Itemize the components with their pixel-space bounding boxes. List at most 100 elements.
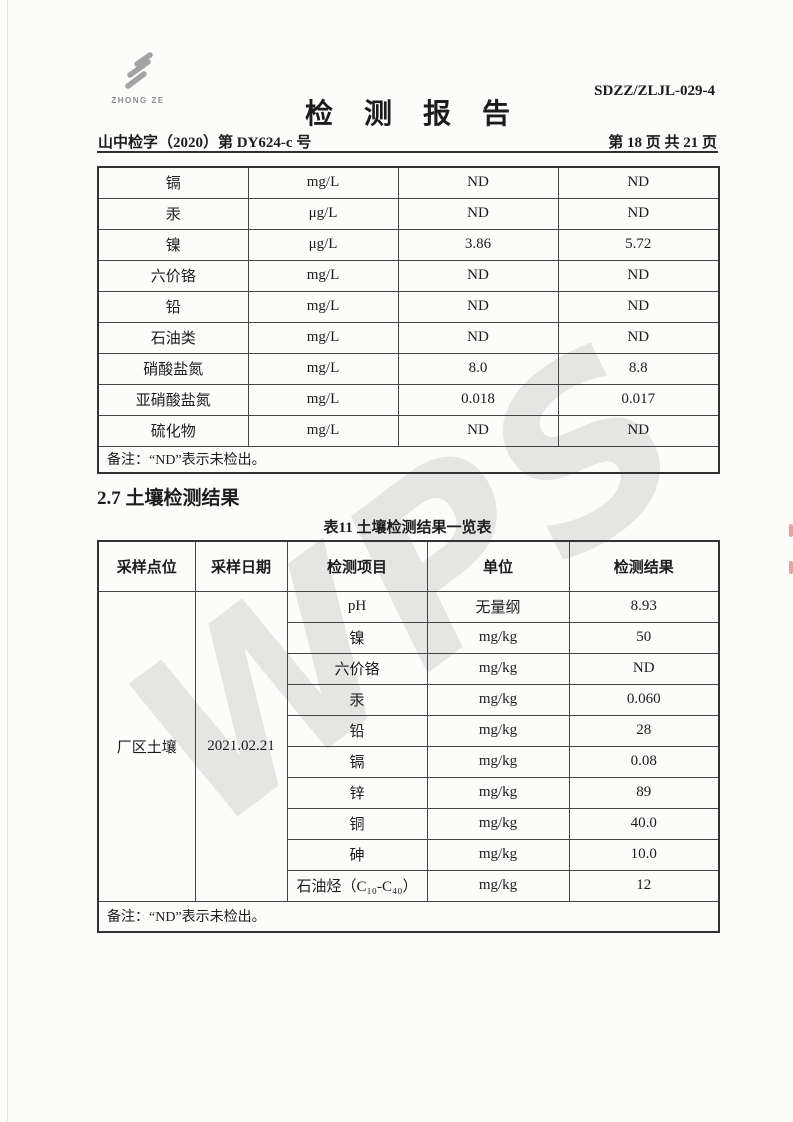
item-cell: 镍 [286,621,428,654]
item-cell: 镍 [97,228,249,261]
result-cell: ND [557,321,720,354]
table-note: 备注：“ND”表示未检出。 [97,900,720,933]
page-title: 检 测 报 告 [304,99,522,130]
item-cell: 汞 [97,197,249,230]
table-note-row: 备注：“ND”表示未检出。 [97,900,720,933]
table-note-row: 备注：“ND”表示未检出。 [97,445,720,474]
item-cell: 六价铬 [286,652,428,685]
column-header: 单位 [426,540,570,592]
unit-cell: μg/L [247,197,399,230]
unit-cell: mg/L [247,352,399,385]
table-row: 汞 mg/kg 0.060 [98,683,720,716]
unit-cell: mg/kg [426,621,570,654]
table-row: 镍 mg/kg 50 [98,621,720,654]
item-cell: 铅 [97,290,249,323]
item-cell: 锌 [286,776,428,809]
unit-cell: mg/L [247,321,399,354]
result-cell: 0.060 [568,683,720,716]
section-heading: 2.7 土壤检测结果 [97,488,240,509]
scan-artifact-red-mark [789,561,793,574]
table-note: 备注：“ND”表示未检出。 [97,445,720,474]
table-row: 硫化物 mg/L ND ND [97,414,720,447]
table-caption: 表11 土壤检测结果一览表 [323,520,492,536]
unit-cell: mg/kg [426,714,570,747]
result-cell: 3.86 [397,228,559,261]
result-cell: ND [397,197,559,230]
column-header: 采样日期 [194,540,288,592]
result-cell: 0.08 [568,745,720,778]
unit-cell: mg/kg [426,838,570,871]
table-row: 六价铬 mg/kg ND [98,652,720,685]
result-cell: 10.0 [568,838,720,871]
result-cell: 5.72 [557,228,720,261]
item-cell: 汞 [286,683,428,716]
scan-edge [7,0,8,1122]
result-cell: ND [397,321,559,354]
unit-cell: μg/L [247,228,399,261]
result-cell: 40.0 [568,807,720,840]
unit-cell: mg/kg [426,652,570,685]
item-cell: 石油类 [97,321,249,354]
sample-point-cell: 厂区土壤 [97,590,196,902]
result-cell: ND [557,166,720,199]
result-cell: ND [557,259,720,292]
result-cell: 8.93 [568,590,720,623]
result-cell: 8.0 [397,352,559,385]
result-cell: ND [557,290,720,323]
page-number-info: 第 18 页 共 21 页 [608,135,717,151]
table-row: 石油烃（C₁₀-C₄₀） mg/kg 12 [98,869,720,902]
result-cell: 8.8 [557,352,720,385]
table-row: 石油类 mg/L ND ND [97,321,720,354]
table-row: 六价铬 mg/L ND ND [97,259,720,292]
item-cell: 硝酸盐氮 [97,352,249,385]
unit-cell: mg/kg [426,807,570,840]
unit-cell: mg/L [247,414,399,447]
unit-cell: mg/L [247,166,399,199]
item-cell: 六价铬 [97,259,249,292]
column-header: 检测结果 [568,540,720,592]
unit-cell: mg/kg [426,745,570,778]
item-cell: 镉 [286,745,428,778]
table-row: 铜 mg/kg 40.0 [98,807,720,840]
unit-cell: mg/L [247,383,399,416]
doc-code: SDZZ/ZLJL-029-4 [594,83,715,99]
report-number: 山中检字（2020）第 DY624-c 号 [98,135,312,151]
item-cell: 铜 [286,807,428,840]
table-row: 镉 mg/L ND ND [97,166,720,199]
unit-cell: mg/kg [426,683,570,716]
result-cell: ND [568,652,720,685]
table-row: 亚硝酸盐氮 mg/L 0.018 0.017 [97,383,720,416]
scan-artifact-red-mark [789,524,793,537]
result-cell: 89 [568,776,720,809]
table-row: 厂区土壤 2021.02.21 pH 无量纲 8.93 [97,590,720,902]
item-cell: 石油烃（C₁₀-C₄₀） [286,869,428,902]
item-cell: pH [286,590,428,623]
sample-date-cell: 2021.02.21 [194,590,288,902]
header-divider [97,151,718,153]
table-row: 铅 mg/L ND ND [97,290,720,323]
column-header: 采样点位 [97,540,196,592]
item-cell: 硫化物 [97,414,249,447]
result-cell: ND [397,414,559,447]
table-header-row: 采样点位 采样日期 检测项目 单位 检测结果 [97,540,720,592]
item-cell: 砷 [286,838,428,871]
table-row: 汞 μg/L ND ND [97,197,720,230]
result-cell: ND [557,414,720,447]
result-cell: ND [397,166,559,199]
unit-cell: 无量纲 [426,590,570,623]
water-results-table: 镉 mg/L ND ND 汞 μg/L ND ND 镍 μg/L 3.86 5.… [97,166,720,474]
table-row: 砷 mg/kg 10.0 [98,838,720,871]
item-cell: 镉 [97,166,249,199]
unit-cell: mg/L [247,259,399,292]
result-cell: 0.018 [397,383,559,416]
table-row: 锌 mg/kg 89 [98,776,720,809]
result-cell: 12 [568,869,720,902]
result-cell: ND [397,290,559,323]
result-cell: ND [397,259,559,292]
zhongze-logo: ZHONG ZE [103,52,173,105]
result-cell: 28 [568,714,720,747]
soil-results-table: 采样点位 采样日期 检测项目 单位 检测结果 厂区土壤 2021.02.21 p… [97,540,720,933]
result-cell: ND [557,197,720,230]
